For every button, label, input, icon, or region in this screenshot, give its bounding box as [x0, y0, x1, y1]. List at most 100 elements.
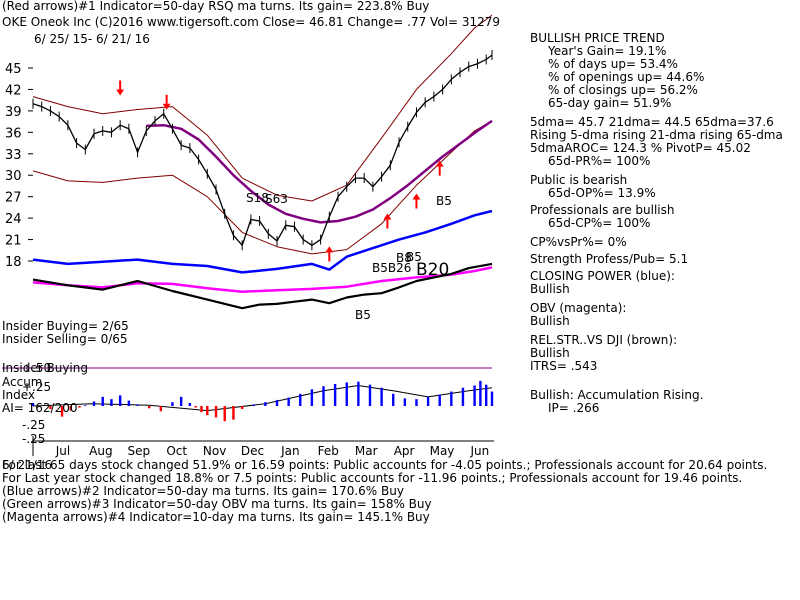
buy-arrow — [412, 193, 421, 209]
price-tick-label: 39 — [5, 105, 22, 120]
accum-bar — [333, 383, 337, 406]
accum-bar — [171, 402, 174, 406]
accum-bar — [92, 401, 96, 406]
arrow-head — [325, 246, 334, 253]
footer-line: For last 65 days stock changed 51.9% or … — [2, 458, 768, 472]
right-panel-line: 65d-PR%= 100% — [548, 154, 651, 168]
accum-bar — [287, 397, 290, 406]
annot-b5-low: B5 — [355, 308, 371, 322]
price-tick-label: 21 — [5, 234, 22, 249]
price-tick-label: 42 — [5, 83, 22, 98]
header-line-3: 6/ 25/ 15- 6/ 21/ 16 — [34, 32, 150, 46]
accum-bar — [438, 394, 441, 406]
month-label: May — [430, 444, 455, 458]
accum-bar — [240, 406, 244, 410]
month-label: Aug — [89, 444, 112, 458]
accum-bar — [252, 404, 255, 406]
right-panel-line: Bullish — [530, 314, 570, 328]
annot-b5b26: B5B26 — [372, 261, 412, 275]
accum-bar — [275, 399, 279, 406]
ai-label: AI= 162/200 — [2, 401, 78, 415]
accum-bar — [322, 386, 325, 406]
accum-bar — [127, 400, 131, 406]
price-tick-label: 27 — [5, 191, 22, 206]
right-panel-line: Rising 5-dma rising 21-dma rising 65-dma — [530, 128, 783, 142]
accum-bar — [479, 380, 482, 406]
month-label: Oct — [166, 444, 187, 458]
accum-bar — [484, 384, 488, 406]
accum-bar — [69, 406, 72, 411]
right-panel-line: ITRS= .543 — [530, 359, 598, 373]
signal-arrows — [116, 80, 444, 262]
right-panel-line: 5dmaAROC= 124.3 % PivotP= 45.02 — [530, 141, 751, 155]
accum-bar — [78, 406, 81, 408]
accum-bar — [461, 387, 465, 406]
upper-band-line — [32, 14, 493, 202]
accum-bar — [415, 399, 418, 406]
accum-baseline — [2, 367, 494, 456]
price-tick-label: 45 — [5, 62, 22, 77]
accum-bar — [110, 399, 113, 406]
right-panel-line: Bullish — [530, 282, 570, 296]
right-panel-line: Bullish — [530, 346, 570, 360]
right-panel-line: 5dma= 45.7 21dma= 44.5 65dma=37.6 — [530, 115, 774, 129]
price-tick-label: 36 — [5, 126, 22, 141]
accum-bar — [357, 381, 360, 406]
price-line — [32, 54, 493, 246]
arrow-head — [412, 193, 421, 200]
accum-bar — [450, 391, 453, 406]
month-label: Mar — [355, 444, 378, 458]
buy-arrow — [383, 213, 392, 229]
accum-bar — [299, 393, 302, 406]
accum-bar — [310, 389, 314, 406]
accum-bar — [232, 406, 235, 420]
accum-bar — [84, 405, 87, 406]
annot-s63: S63 — [265, 192, 288, 206]
right-panel-line: 65d-OP%= 13.9% — [548, 186, 656, 200]
accum-low-label-overlap: -.25 — [22, 432, 46, 446]
accum-bar — [380, 387, 383, 406]
accum-bar — [194, 406, 197, 408]
annot-b8: B8 — [396, 251, 412, 265]
buy-arrow — [435, 160, 444, 176]
accum-bar — [426, 396, 430, 406]
annot-s18: S18 — [246, 191, 269, 205]
accum-bar — [49, 406, 52, 410]
accum-tick-label: -.25 — [22, 418, 45, 432]
right-panel-line: OBV (magenta): — [530, 301, 627, 315]
month-label: Feb — [318, 444, 339, 458]
closing-power-line — [32, 209, 493, 274]
accum-bar — [159, 406, 163, 412]
annot-b5-may: B5 — [436, 194, 452, 208]
right-panel-line: % of days up= 53.4% — [548, 57, 678, 71]
month-labels: Jul Aug Sep Oct Nov Dec Jan Feb Mar Apr May Jun — [55, 444, 490, 458]
arrow-head — [116, 89, 125, 96]
price-tick-label: 18 — [5, 255, 22, 270]
month-label: Apr — [394, 444, 415, 458]
ma65-line — [146, 119, 493, 224]
accum-bar — [403, 398, 407, 406]
accum-bar — [223, 406, 226, 422]
accum-bars — [31, 380, 494, 422]
footer-line: (Magenta arrows)#4 Indicator=10-day ma t… — [2, 510, 430, 524]
accum-label: Accum — [2, 375, 43, 389]
month-label: Nov — [203, 444, 226, 458]
right-panel-line: Year's Gain= 19.1% — [548, 44, 667, 58]
right-panel-line: Bullish: Accumulation Rising. — [530, 388, 704, 402]
accum-bar — [264, 402, 267, 406]
accum-bar — [206, 406, 209, 416]
right-panel-line: CP%vsPr%= 0% — [530, 235, 627, 249]
index-label: Index — [2, 388, 36, 402]
arrow-head — [162, 103, 171, 110]
accum-bar — [345, 382, 348, 406]
header-line-2: OKE Oneok Inc (C)2016 www.tigersoft.com … — [2, 15, 501, 29]
rel-strength-line — [32, 262, 493, 310]
accum-tick-label: +.25 — [22, 380, 51, 394]
right-panel-line: Professionals are bullish — [530, 203, 675, 217]
accum-bar — [473, 385, 476, 406]
right-panel-line: BULLISH PRICE TREND — [530, 31, 665, 45]
date-stamp: 6/ 21/16 — [2, 458, 53, 472]
accum-bar — [60, 406, 64, 417]
